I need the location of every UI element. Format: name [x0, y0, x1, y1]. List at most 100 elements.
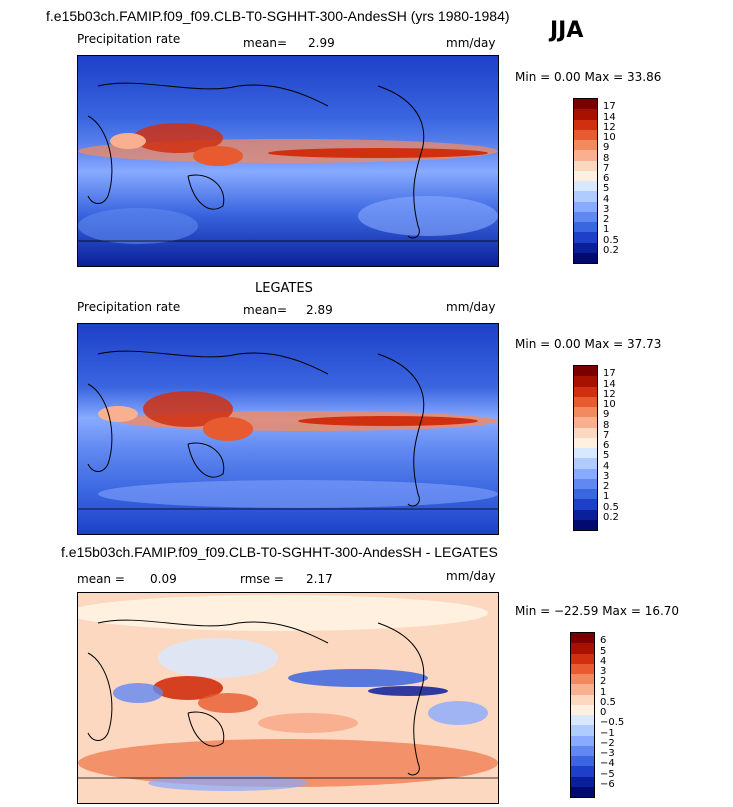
colorbar-segment: [574, 150, 597, 161]
colorbar-tick-label: −2: [600, 737, 615, 749]
panel1-map-field: [78, 56, 498, 266]
colorbar-segment: [571, 633, 594, 644]
colorbar-segment: [571, 715, 594, 726]
colorbar-segment: [574, 386, 597, 397]
colorbar-tick-label: −6: [600, 778, 615, 790]
colorbar-tick-label: 12: [603, 388, 616, 400]
colorbar-segment: [571, 643, 594, 654]
panel3-rmse-value: 2.17: [306, 572, 333, 586]
colorbar-segment: [574, 140, 597, 151]
panel3-mean-value: 0.09: [150, 572, 177, 586]
panel3-minmax: Min = −22.59 Max = 16.70: [515, 604, 680, 618]
panel3-mean-label: mean =: [77, 572, 125, 586]
colorbar-segment: [574, 489, 597, 500]
colorbar-tick-label: 2: [603, 481, 610, 492]
panel1-mean-label: mean=: [243, 36, 288, 50]
colorbar-tick-label: 3: [600, 666, 607, 677]
panel1-field-label: Precipitation rate: [77, 32, 181, 46]
panel2-heading: LEGATES: [255, 281, 313, 296]
panel1-mean-value: 2.99: [308, 36, 335, 50]
colorbar-segment: [574, 407, 597, 418]
colorbar-tick-label: 1: [600, 686, 607, 698]
colorbar-tick-label: 17: [603, 101, 616, 113]
colorbar-segment: [574, 119, 597, 130]
colorbar-segment: [571, 663, 594, 674]
season-label: JJA: [550, 18, 584, 43]
colorbar-tick-label: 1: [603, 491, 610, 503]
colorbar-tick-label: −5: [600, 768, 615, 780]
colorbar-segment: [571, 786, 594, 797]
panel3-colorbar: [570, 632, 595, 798]
colorbar-tick-label: 1: [603, 224, 610, 236]
colorbar-segment: [571, 674, 594, 685]
colorbar-segment: [574, 211, 597, 222]
colorbar-segment: [574, 376, 597, 387]
panel3-map: [77, 592, 499, 804]
colorbar-segment: [571, 776, 594, 787]
colorbar-tick-label: 10: [603, 132, 616, 143]
panel2-map: [77, 323, 499, 535]
colorbar-segment: [574, 201, 597, 212]
colorbar-segment: [574, 242, 597, 253]
colorbar-tick-label: −0.5: [600, 717, 625, 729]
colorbar-segment: [574, 448, 597, 459]
colorbar-tick-label: 0.5: [603, 234, 619, 246]
colorbar-tick-label: 5: [600, 645, 607, 657]
colorbar-tick-label: 3: [603, 470, 610, 482]
colorbar-tick-label: 8: [603, 419, 610, 431]
colorbar-tick-label: 0.2: [603, 511, 619, 523]
panel2-units: mm/day: [446, 300, 496, 314]
colorbar-segment: [574, 366, 597, 377]
panel2-field-label: Precipitation rate: [77, 300, 181, 314]
colorbar-tick-label: 8: [603, 152, 610, 164]
colorbar-tick-label: 0.2: [603, 244, 619, 256]
colorbar-segment: [574, 468, 597, 479]
colorbar-segment: [574, 499, 597, 510]
colorbar-tick-label: 9: [603, 142, 610, 154]
colorbar-tick-label: 6: [600, 635, 607, 647]
colorbar-tick-label: −3: [600, 748, 615, 759]
panel3-units: mm/day: [446, 569, 496, 583]
colorbar-segment: [571, 704, 594, 715]
colorbar-tick-label: 5: [603, 450, 610, 462]
colorbar-segment: [574, 478, 597, 489]
colorbar-tick-label: 17: [603, 368, 616, 380]
panel3-rmse-label: rmse =: [240, 572, 284, 586]
panel1-colorbar: [573, 98, 598, 264]
colorbar-segment: [571, 766, 594, 777]
panel2-map-field: [78, 324, 498, 534]
colorbar-segment: [574, 396, 597, 407]
colorbar-segment: [574, 437, 597, 448]
colorbar-tick-label: 5: [603, 183, 610, 195]
colorbar-tick-label: 0.5: [603, 501, 619, 513]
colorbar-segment: [574, 458, 597, 469]
colorbar-segment: [571, 725, 594, 736]
colorbar-tick-label: 6: [603, 173, 610, 184]
colorbar-segment: [574, 417, 597, 428]
colorbar-tick-label: 12: [603, 121, 616, 133]
colorbar-segment: [571, 684, 594, 695]
panel3-map-field: [78, 593, 498, 803]
colorbar-tick-label: 7: [603, 162, 610, 174]
panel2-colorbar: [573, 365, 598, 531]
panel1-units: mm/day: [446, 36, 496, 50]
colorbar-segment: [574, 191, 597, 202]
colorbar-segment: [574, 427, 597, 438]
colorbar-segment: [574, 519, 597, 530]
colorbar-segment: [574, 109, 597, 120]
colorbar-tick-label: 6: [603, 440, 610, 451]
panel2-mean-value: 2.89: [306, 303, 333, 317]
colorbar-tick-label: 4: [600, 655, 607, 667]
panel3-heading: f.e15b03ch.FAMIP.f09_f09.CLB-T0-SGHHT-30…: [61, 544, 498, 560]
panel2-mean-label: mean=: [243, 303, 288, 317]
colorbar-segment: [574, 232, 597, 243]
colorbar-segment: [571, 735, 594, 746]
colorbar-tick-label: 3: [603, 203, 610, 215]
colorbar-tick-label: 14: [603, 111, 616, 123]
colorbar-segment: [574, 129, 597, 140]
colorbar-tick-label: 14: [603, 378, 616, 390]
colorbar-tick-label: −1: [600, 727, 615, 739]
panel1-minmax: Min = 0.00 Max = 33.86: [515, 70, 662, 84]
colorbar-tick-label: 2: [600, 676, 607, 688]
colorbar-tick-label: 7: [603, 429, 610, 441]
